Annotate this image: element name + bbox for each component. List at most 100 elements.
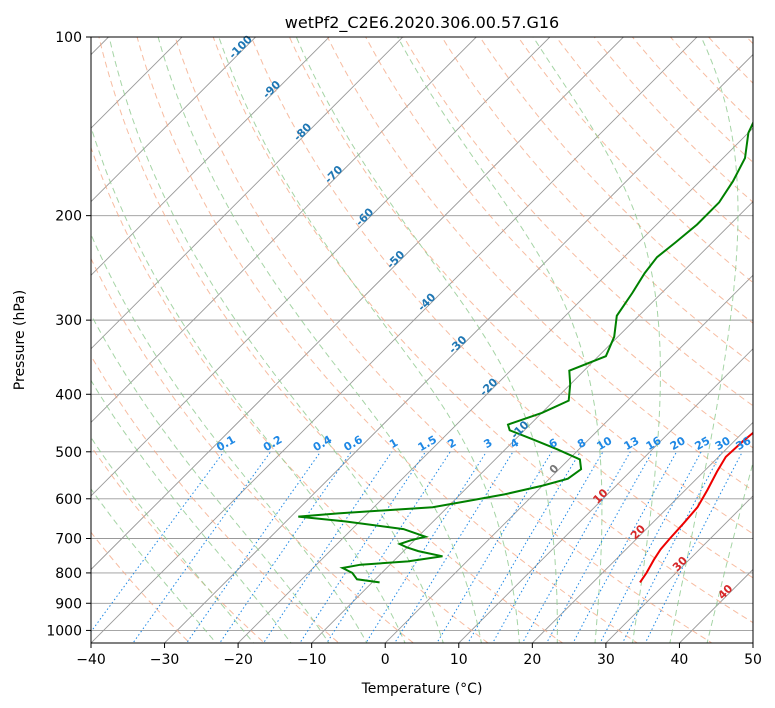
mixing-ratio-label: 16 <box>644 434 664 453</box>
isotherm-label: -60 <box>353 205 376 228</box>
isotherm-line <box>752 642 753 643</box>
y-tick-label: 700 <box>55 532 82 548</box>
moist-adiabat-line <box>91 313 330 643</box>
mixing-ratio-label: 3 <box>481 436 494 451</box>
plot-grid <box>91 37 753 643</box>
mixing-ratio-label: 0.6 <box>341 433 365 454</box>
mixing-ratio-label: 20 <box>668 434 688 453</box>
y-tick-label: 800 <box>55 566 82 582</box>
x-tick-label: 20 <box>523 652 541 668</box>
mixing-ratio-line <box>262 451 393 643</box>
mixing-ratio-line <box>521 451 631 643</box>
isotherm-line <box>91 37 477 423</box>
y-tick-label: 1000 <box>46 623 82 639</box>
isotherm-label: 20 <box>628 522 648 542</box>
x-tick-label: 40 <box>671 652 689 668</box>
isotherm-line <box>91 37 183 129</box>
isotherm-line <box>91 37 257 203</box>
dry-adiabat-line <box>136 37 639 643</box>
x-tick-label: −40 <box>76 652 106 668</box>
mixing-ratio-line <box>326 451 451 643</box>
x-tick-label: 30 <box>597 652 615 668</box>
moist-adiabat-line <box>91 436 255 643</box>
isotherm-line <box>384 274 753 643</box>
mixing-ratio-line <box>644 451 743 643</box>
isotherm-label: -50 <box>384 248 407 271</box>
dry-adiabat-line <box>174 37 713 643</box>
mixing-ratio-line <box>621 451 723 643</box>
dry-adiabat-line <box>365 37 753 449</box>
temperature-series-line <box>639 431 753 583</box>
moist-adiabat-line <box>397 37 603 643</box>
y-tick-label: 600 <box>55 492 82 508</box>
dry-adiabat-line <box>98 37 564 643</box>
isotherm-line <box>91 37 698 643</box>
isotherm-line <box>311 201 753 643</box>
mixing-ratio-label: 0.1 <box>214 433 237 454</box>
isotherm-label: -20 <box>477 375 500 398</box>
moist-adiabat-line <box>91 233 368 643</box>
plot-data <box>298 120 753 584</box>
mixing-ratio-label: 8 <box>575 436 588 451</box>
moist-adiabat-line <box>706 460 753 643</box>
isotherm-line <box>91 37 404 350</box>
moist-adiabat-line <box>108 37 444 643</box>
y-tick-label: 500 <box>55 445 82 461</box>
dry-adiabat-line <box>517 37 753 284</box>
isotherm-label: -80 <box>291 120 314 143</box>
mixing-ratio-label: 13 <box>622 434 642 453</box>
dry-adiabat-line <box>91 355 340 643</box>
dry-adiabat-line <box>441 37 753 365</box>
plot-frame <box>90 36 754 644</box>
dry-adiabat-line <box>555 37 753 243</box>
dewpoint-series-line <box>298 120 753 584</box>
mixing-ratio-line <box>299 451 426 643</box>
x-tick-label: 10 <box>450 652 468 668</box>
dry-adiabat-line <box>479 37 753 324</box>
isotherm-label: 40 <box>715 582 735 602</box>
mixing-ratio-line <box>219 451 352 643</box>
mixing-ratio-line <box>186 451 321 643</box>
mixing-ratio-label: 10 <box>594 434 614 453</box>
mixing-ratio-line <box>546 451 653 643</box>
mixing-ratio-line <box>572 451 678 643</box>
dry-adiabat-line <box>91 531 191 643</box>
isotherm-line <box>237 127 753 643</box>
mixing-ratio-label: 2 <box>445 436 458 451</box>
isotherm-label: -70 <box>322 163 345 186</box>
mixing-ratio-line <box>394 451 514 643</box>
y-tick-label: 900 <box>55 596 82 612</box>
moist-adiabat-line <box>157 37 482 643</box>
x-tick-label: −10 <box>297 652 327 668</box>
moist-adiabat-line <box>91 125 406 643</box>
moist-adiabat-line <box>532 37 661 643</box>
mixing-ratio-label: 0.4 <box>311 433 335 454</box>
isotherm-line <box>91 37 330 276</box>
dry-adiabat-line <box>745 37 753 45</box>
x-tick-label: 0 <box>381 652 390 668</box>
dry-adiabat-line <box>288 37 753 535</box>
isotherm-line <box>91 37 625 571</box>
x-tick-label: 50 <box>744 652 762 668</box>
isotherm-label: -30 <box>446 333 469 356</box>
moist-adiabat-line <box>91 379 292 643</box>
y-tick-label: 200 <box>55 209 82 225</box>
dry-adiabat-line <box>707 37 753 84</box>
isotherm-label: -40 <box>415 290 438 313</box>
mixing-ratio-label: 30 <box>713 434 733 453</box>
moist-adiabat-line <box>91 488 217 643</box>
isotherm-label: 10 <box>590 486 610 506</box>
moist-adiabat-line <box>669 37 739 643</box>
chart-title: wetPf2_C2E6.2020.306.00.57.G16 <box>285 13 559 33</box>
x-axis-label: Temperature (°C) <box>361 681 483 697</box>
y-tick-label: 300 <box>55 313 82 329</box>
dry-adiabat-line <box>403 37 753 407</box>
mixing-ratio-line <box>467 451 581 643</box>
moist-adiabat-line <box>218 37 520 643</box>
moist-adiabat-line <box>295 37 558 643</box>
plot-line-labels: 0.1 0.2 0.4 0.6 1 1.5 2 3 4 6 8 10 13 16 20 25 30 36-100-… <box>214 33 753 603</box>
mixing-ratio-line <box>436 451 553 643</box>
mixing-ratio-line <box>91 451 225 633</box>
dry-adiabat-line <box>212 37 753 624</box>
